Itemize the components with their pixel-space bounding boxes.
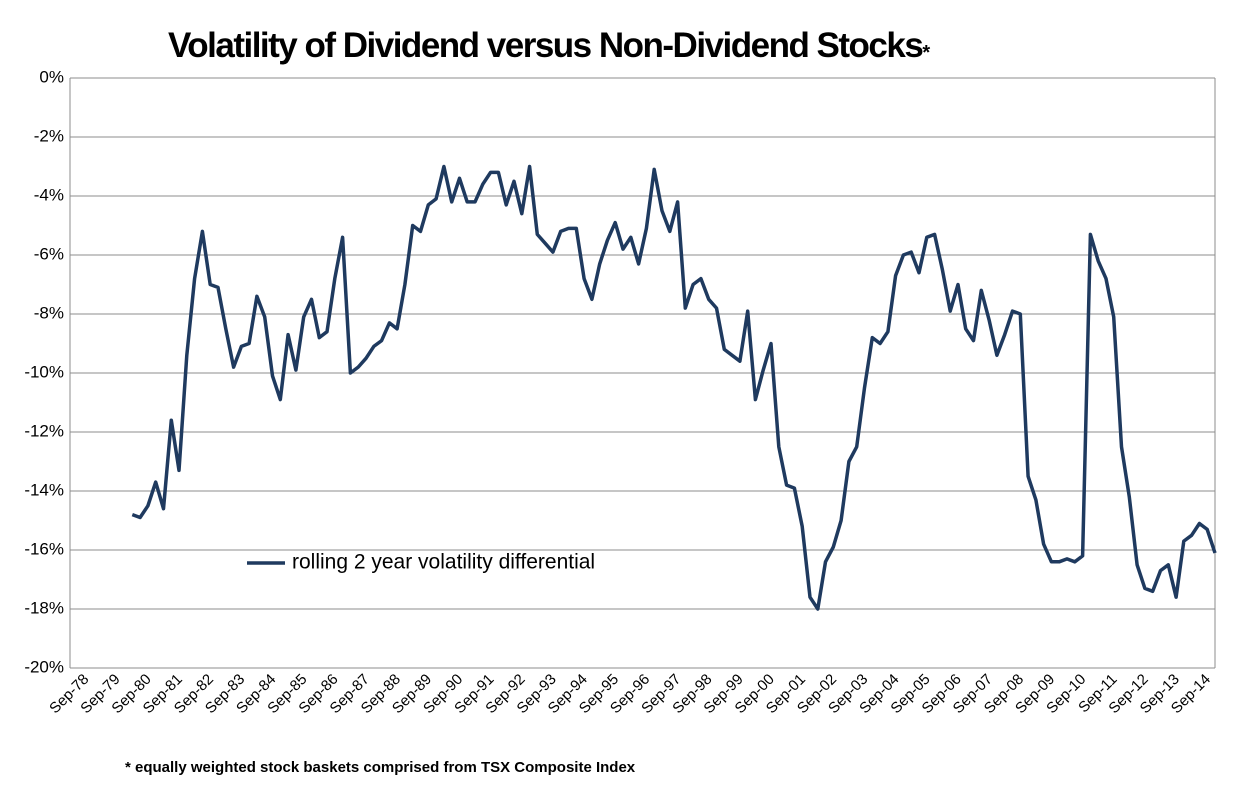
- legend-label: rolling 2 year volatility differential: [292, 551, 595, 574]
- y-tick-label: -6%: [34, 244, 64, 263]
- y-tick-label: -2%: [34, 126, 64, 145]
- y-tick-label: 0%: [39, 67, 64, 86]
- chart-title: Volatility of Dividend versus Non-Divide…: [168, 26, 930, 65]
- data-line: [131, 164, 1217, 611]
- y-tick-label: -8%: [34, 303, 64, 322]
- title-note: *: [922, 42, 930, 64]
- y-tick-label: -14%: [24, 480, 64, 499]
- y-tick-label: -20%: [24, 657, 64, 676]
- footnote: * equally weighted stock baskets compris…: [125, 759, 636, 776]
- title-text: Volatility of Dividend versus Non-Divide…: [168, 26, 923, 65]
- y-tick-label: -16%: [24, 539, 64, 558]
- y-tick-label: -12%: [24, 421, 64, 440]
- y-tick-label: -18%: [24, 598, 64, 617]
- y-tick-label: -4%: [34, 185, 64, 204]
- y-tick-label: -10%: [24, 362, 64, 381]
